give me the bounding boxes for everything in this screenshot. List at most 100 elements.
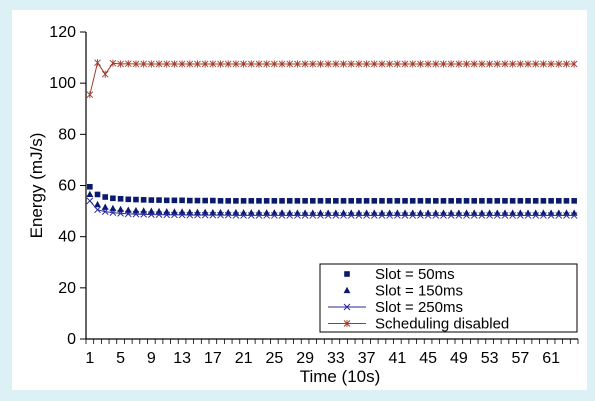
data-point — [194, 60, 201, 68]
data-point — [194, 197, 201, 204]
series-line — [89, 61, 575, 95]
data-point — [386, 60, 393, 68]
data-point — [255, 212, 263, 219]
data-point — [94, 191, 101, 198]
data-point — [210, 197, 216, 204]
data-point — [486, 212, 493, 219]
data-point — [109, 59, 117, 67]
data-point — [117, 60, 124, 68]
data-point — [194, 211, 201, 219]
data-point — [540, 198, 547, 204]
data-point — [348, 198, 355, 204]
data-point — [432, 212, 440, 219]
data-point — [263, 60, 270, 68]
data-point — [340, 212, 347, 219]
data-point — [179, 197, 185, 204]
data-point — [424, 60, 432, 68]
legend-label: Slot = 150ms — [375, 283, 463, 300]
data-point — [570, 60, 578, 68]
data-point — [432, 198, 439, 204]
data-point — [163, 197, 170, 204]
series-layer — [86, 59, 578, 219]
data-point — [555, 198, 562, 204]
data-point — [224, 60, 232, 68]
data-point — [355, 212, 363, 219]
data-point — [401, 212, 409, 219]
data-point — [94, 59, 101, 67]
legend-label: Scheduling disabled — [375, 316, 509, 333]
data-point — [509, 212, 517, 219]
data-point — [448, 198, 454, 204]
data-point — [486, 198, 493, 204]
data-point — [209, 211, 217, 219]
data-point — [278, 212, 286, 219]
data-point — [563, 198, 570, 204]
x-tick-label: 21 — [235, 350, 253, 367]
data-point — [355, 60, 363, 68]
data-point — [478, 212, 486, 219]
data-point — [86, 91, 94, 99]
x-tick-label: 29 — [296, 350, 314, 367]
data-point — [163, 60, 171, 68]
data-point — [309, 198, 316, 204]
data-point — [217, 211, 224, 219]
data-point — [478, 60, 486, 68]
x-tick-label: 37 — [358, 350, 376, 367]
data-point — [201, 60, 209, 68]
data-point — [440, 60, 447, 68]
data-point — [494, 198, 501, 204]
data-point — [263, 198, 270, 204]
data-point — [509, 60, 516, 68]
legend-marker — [343, 303, 351, 311]
data-point — [524, 60, 532, 68]
data-point — [479, 198, 485, 204]
data-point — [409, 60, 417, 68]
data-point — [370, 212, 378, 219]
data-point — [240, 212, 247, 219]
data-point — [563, 212, 570, 219]
x-tick-label: 25 — [265, 350, 283, 367]
x-tick-label: 61 — [542, 350, 560, 367]
data-point — [101, 208, 109, 215]
data-point — [401, 60, 409, 68]
data-point — [363, 60, 370, 68]
legend-label: Slot = 50ms — [375, 266, 455, 283]
data-point — [163, 211, 171, 219]
data-point — [386, 212, 394, 219]
data-point — [202, 197, 208, 204]
data-point — [563, 60, 570, 68]
data-point — [171, 197, 178, 204]
x-tick-label: 33 — [327, 350, 345, 367]
data-point — [340, 198, 347, 204]
data-point — [140, 60, 147, 68]
data-point — [117, 196, 124, 202]
data-point — [124, 206, 132, 213]
data-point — [101, 70, 109, 78]
y-axis-title: Energy (mJ/s) — [27, 133, 46, 239]
data-point — [271, 60, 278, 68]
data-point — [148, 197, 155, 203]
data-point — [302, 198, 308, 204]
x-tick-label: 17 — [204, 350, 222, 367]
data-point — [340, 60, 347, 68]
data-point — [547, 212, 555, 219]
x-tick-label: 41 — [388, 350, 406, 367]
data-point — [409, 198, 416, 204]
data-point — [509, 198, 516, 204]
data-point — [309, 60, 317, 68]
data-point — [124, 60, 132, 68]
data-point — [240, 60, 247, 68]
data-point — [217, 198, 224, 204]
data-point — [278, 60, 286, 68]
x-tick-label: 1 — [85, 350, 94, 367]
data-point — [255, 60, 263, 68]
data-point — [501, 60, 509, 68]
data-point — [155, 211, 163, 219]
data-point — [240, 198, 247, 204]
data-point — [317, 212, 324, 219]
y-tick-label: 20 — [58, 280, 76, 297]
x-tick-label: 13 — [173, 350, 191, 367]
data-point — [555, 212, 563, 219]
